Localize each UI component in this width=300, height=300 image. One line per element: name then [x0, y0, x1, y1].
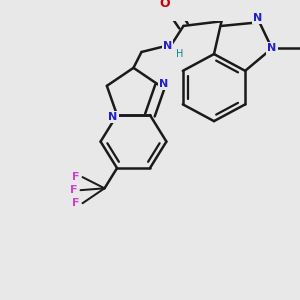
- Text: N: N: [160, 79, 169, 89]
- Text: F: F: [72, 198, 79, 208]
- Text: N: N: [163, 41, 172, 51]
- Text: N: N: [108, 112, 118, 122]
- Text: F: F: [72, 172, 79, 182]
- Text: H: H: [176, 49, 183, 59]
- Text: F: F: [70, 185, 77, 195]
- Text: O: O: [159, 0, 170, 10]
- Text: N: N: [253, 13, 262, 23]
- Text: N: N: [267, 44, 277, 53]
